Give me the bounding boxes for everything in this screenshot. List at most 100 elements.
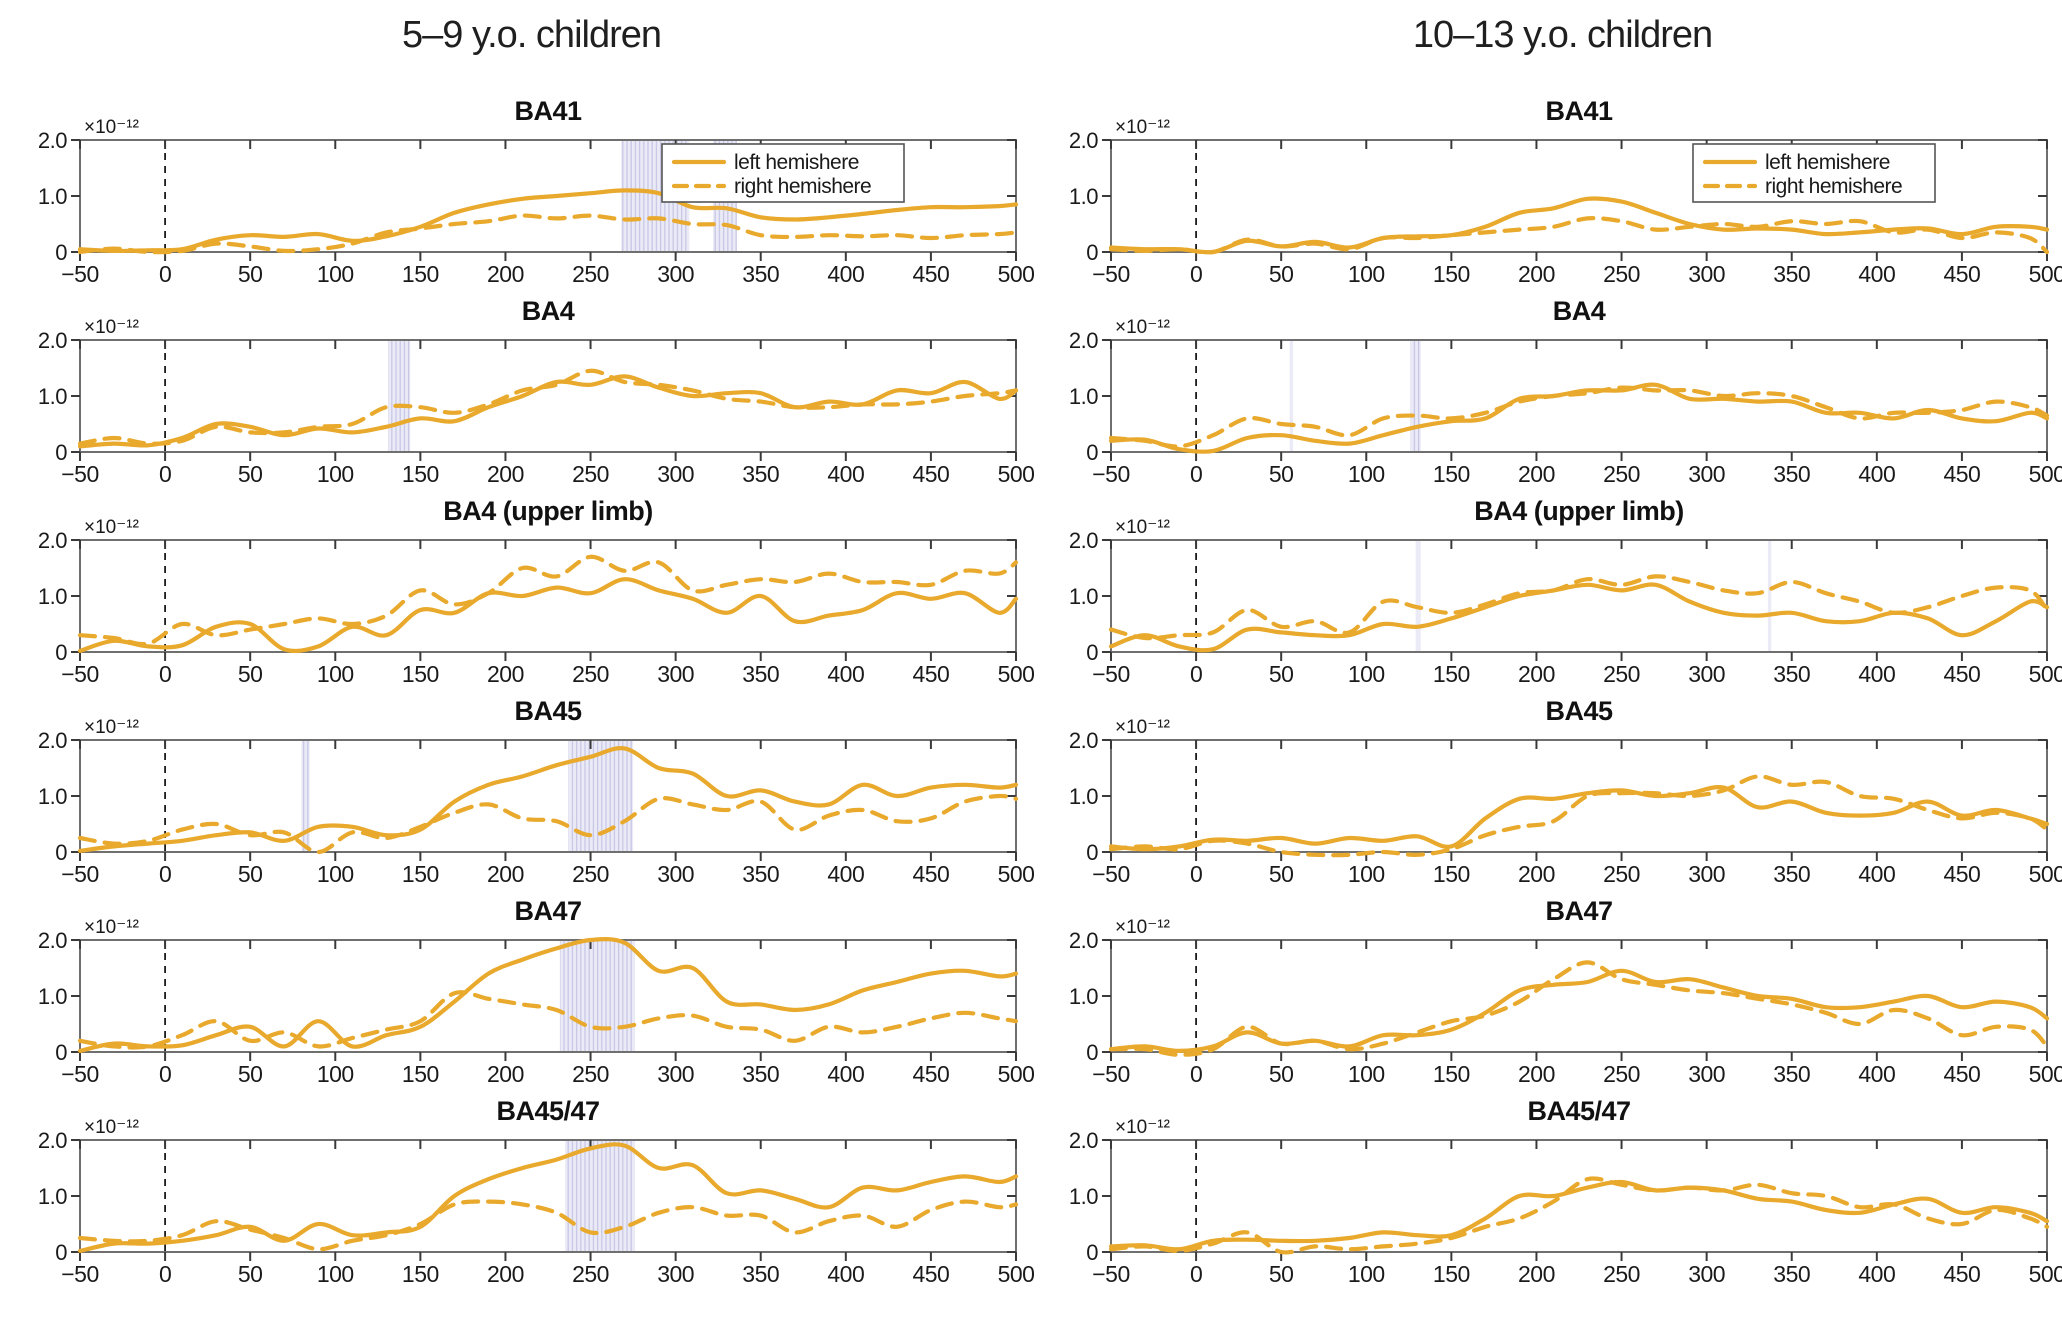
x-tick-label: 250 xyxy=(572,661,609,687)
x-tick-label: −50 xyxy=(1092,261,1130,287)
y-tick-label: 1.0 xyxy=(1069,1184,1098,1209)
plot-ba41-older: −50 0 50 100 150 200 250 300 350 400 450 500 0 1.0 2.0… xyxy=(1047,90,2062,290)
axes-frame xyxy=(1110,1139,2048,1253)
x-tick-label: 350 xyxy=(742,261,779,287)
x-tick-label: 200 xyxy=(1518,861,1555,887)
chart-canvas: −50 0 50 100 150 200 250 300 350 400 450 50001.02.0… xyxy=(38,96,1035,287)
axes-frame xyxy=(1110,539,2048,653)
y-tick-label: 0 xyxy=(1086,1240,1098,1265)
x-tick-label: 50 xyxy=(238,1061,263,1087)
x-tick-label: 500 xyxy=(998,1061,1035,1087)
y-tick-label: 2.0 xyxy=(38,328,67,353)
x-tick-label: 500 xyxy=(2029,861,2062,887)
y-tick-label: 0 xyxy=(55,1240,67,1265)
plot-ba41-younger: −50 0 50 100 150 200 250 300 350 400 450 500 0 1.0 2.0… xyxy=(16,90,1047,290)
y-tick-label: 2.0 xyxy=(1069,1128,1098,1153)
y-tick-label: 0 xyxy=(1086,1040,1098,1065)
x-tick-label: 150 xyxy=(402,1061,439,1087)
chart-canvas: −50 0 50 100 150 200 250 300 350 400 450 50001.02.0… xyxy=(1069,1096,2062,1287)
y-axis-exponent-label: ×10⁻¹² xyxy=(84,1117,139,1138)
y-tick-label: 0 xyxy=(55,440,67,465)
x-tick-label: 500 xyxy=(2029,1061,2062,1087)
x-tick-label: −50 xyxy=(1092,661,1130,687)
x-tick-label: 350 xyxy=(742,1061,779,1087)
x-tick-label: 350 xyxy=(1773,1261,1810,1287)
x-tick-label: 450 xyxy=(1943,461,1980,487)
x-tick-label: 0 xyxy=(1190,661,1202,687)
plot-title: BA47 xyxy=(1545,896,1612,926)
plot-ba4-upper-limb-older: −50 0 50 100 150 200 250 300 350 400 450 500 0 1.0 2.0… xyxy=(1047,490,2062,690)
x-tick-label: −50 xyxy=(1092,861,1130,887)
x-tick-label: 0 xyxy=(159,861,171,887)
x-tick-label: 500 xyxy=(2029,1261,2062,1287)
y-axis-exponent-label: ×10⁻¹² xyxy=(1115,117,1170,138)
chart-canvas: −50 0 50 100 150 200 250 300 350 400 450 50001.02.0… xyxy=(1069,496,2062,687)
y-axis-exponent-label: ×10⁻¹² xyxy=(1115,317,1170,338)
x-tick-label: 0 xyxy=(159,1061,171,1087)
right-hemishere-curve xyxy=(1108,385,2050,449)
right-hemishere-curve xyxy=(1108,960,2050,1057)
legend-label-right-hemishere: right hemishere xyxy=(1765,175,1902,198)
chart-canvas: −50 0 50 100 150 200 250 300 350 400 450 50001.02.0… xyxy=(1069,896,2062,1087)
legend-box xyxy=(1692,143,1936,203)
x-tick-label: 100 xyxy=(317,261,354,287)
plot-title: BA45 xyxy=(1545,696,1613,726)
y-tick-label: 0 xyxy=(55,240,67,265)
plot-ba45-younger: −50 0 50 100 150 200 250 300 350 400 450 500 0 1.0 2.0… xyxy=(16,690,1047,890)
x-tick-label: 400 xyxy=(1858,261,1895,287)
y-tick-label: 1.0 xyxy=(1069,384,1098,409)
x-tick-label: 350 xyxy=(742,461,779,487)
x-tick-label: 0 xyxy=(1190,461,1202,487)
x-tick-label: 0 xyxy=(1190,861,1202,887)
x-tick-label: 250 xyxy=(1603,1061,1640,1087)
x-tick-label: 350 xyxy=(1773,861,1810,887)
y-tick-label: 2.0 xyxy=(1069,928,1098,953)
x-tick-label: 250 xyxy=(572,1061,609,1087)
y-tick-label: 0 xyxy=(1086,840,1098,865)
y-tick-label: 2.0 xyxy=(38,928,67,953)
x-tick-label: 400 xyxy=(1858,661,1895,687)
y-tick-label: 1.0 xyxy=(38,784,67,809)
x-tick-label: 500 xyxy=(998,261,1035,287)
x-tick-label: 200 xyxy=(487,661,524,687)
right-hemishere-curve xyxy=(77,990,1019,1050)
x-tick-label: 100 xyxy=(317,461,354,487)
x-tick-label: 0 xyxy=(1190,1261,1202,1287)
chart-canvas: −50 0 50 100 150 200 250 300 350 400 450 50001.02.0… xyxy=(1069,696,2062,887)
x-tick-label: 100 xyxy=(1348,1261,1385,1287)
x-tick-label: 400 xyxy=(827,261,864,287)
x-tick-label: 400 xyxy=(827,861,864,887)
x-tick-label: 350 xyxy=(1773,261,1810,287)
x-tick-label: 400 xyxy=(1858,461,1895,487)
legend-label-left-hemishere: left hemishere xyxy=(734,151,859,174)
x-tick-label: 500 xyxy=(2029,461,2062,487)
y-tick-label: 2.0 xyxy=(38,1128,67,1153)
y-tick-label: 1.0 xyxy=(38,184,67,209)
x-tick-label: 300 xyxy=(1688,1261,1725,1287)
x-tick-label: 100 xyxy=(1348,861,1385,887)
y-tick-label: 2.0 xyxy=(1069,528,1098,553)
x-tick-label: 400 xyxy=(1858,861,1895,887)
y-tick-label: 2.0 xyxy=(1069,128,1098,153)
x-tick-label: 100 xyxy=(1348,661,1385,687)
significance-band xyxy=(388,340,411,452)
right-hemishere-curve xyxy=(1108,574,2050,641)
x-tick-label: −50 xyxy=(61,461,99,487)
right-hemishere-curve xyxy=(1108,216,2050,255)
y-tick-label: 2.0 xyxy=(1069,328,1098,353)
x-tick-label: 150 xyxy=(1433,1061,1470,1087)
x-tick-label: 450 xyxy=(1943,1061,1980,1087)
plot-title: BA4 xyxy=(522,296,575,326)
right-hemishere-curve xyxy=(77,1199,1019,1252)
x-tick-label: 350 xyxy=(1773,1061,1810,1087)
x-tick-label: 250 xyxy=(1603,661,1640,687)
x-tick-label: 250 xyxy=(572,1261,609,1287)
significance-band xyxy=(559,940,635,1052)
x-tick-label: 450 xyxy=(1943,861,1980,887)
x-tick-label: 50 xyxy=(238,461,263,487)
x-tick-label: 200 xyxy=(487,861,524,887)
x-tick-label: 200 xyxy=(1518,261,1555,287)
x-tick-label: 200 xyxy=(1518,1261,1555,1287)
x-tick-label: 50 xyxy=(238,861,263,887)
x-tick-label: 200 xyxy=(487,1261,524,1287)
